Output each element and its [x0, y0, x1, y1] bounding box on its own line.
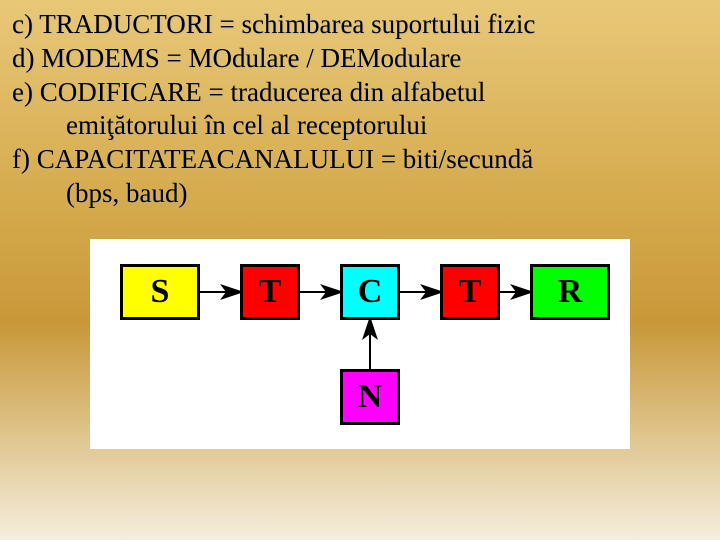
line-e1: e) CODIFICARE = traducerea din alfabetul [12, 76, 708, 110]
line-f2: (bps, baud) [12, 177, 708, 211]
line-c: c) TRADUCTORI = schimbarea suportului fi… [12, 8, 708, 42]
node-S: S [120, 264, 200, 320]
node-R: R [530, 264, 610, 320]
line-f1: f) CAPACITATEACANALULUI = biti/secundă [12, 143, 708, 177]
node-T2: T [440, 264, 500, 320]
node-N: N [340, 369, 400, 425]
line-e2: emiţătorului în cel al receptorului [12, 109, 708, 143]
node-C: C [340, 264, 400, 320]
node-T1: T [240, 264, 300, 320]
shannon-diagram: STCTRN [90, 239, 630, 449]
line-d: d) MODEMS = MOdulare / DEModulare [12, 42, 708, 76]
definitions-block: c) TRADUCTORI = schimbarea suportului fi… [0, 0, 720, 211]
